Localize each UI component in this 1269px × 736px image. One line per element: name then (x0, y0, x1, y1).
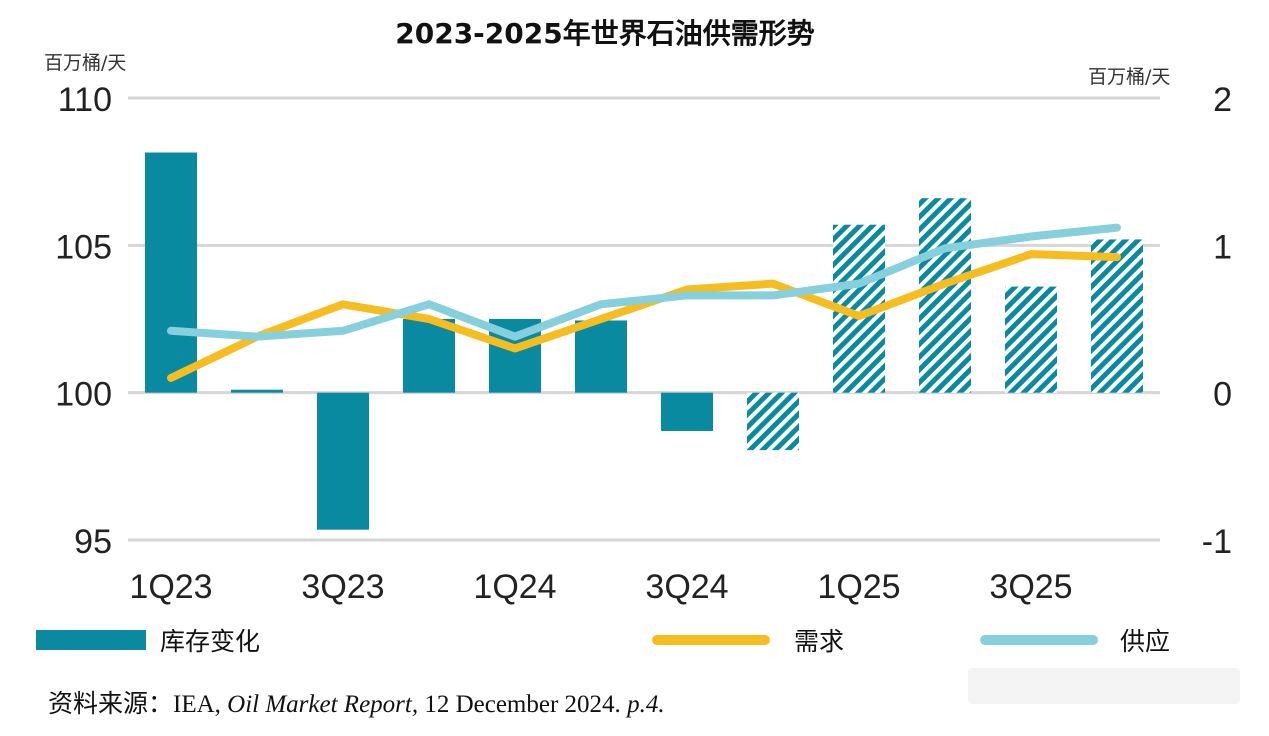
bar-inventory-4Q25 (1091, 239, 1143, 393)
point-supply-4Q24 (772, 294, 774, 297)
legend-item-supply: 供应 (980, 622, 1200, 658)
left-tick-label-110: 110 (58, 81, 112, 119)
point-supply-1Q25 (858, 282, 860, 285)
point-supply-3Q25 (1030, 235, 1032, 238)
legend-swatch-supply (980, 635, 1098, 645)
point-demand-1Q23 (170, 376, 172, 379)
point-demand-3Q24 (686, 288, 688, 291)
x-tick-label-1Q24: 1Q24 (473, 568, 556, 606)
x-tick-label-1Q25: 1Q25 (817, 568, 900, 606)
point-supply-4Q23 (428, 303, 430, 306)
point-demand-2Q25 (944, 282, 946, 285)
legend-label-supply: 供应 (1120, 627, 1171, 656)
point-demand-4Q23 (428, 318, 430, 320)
legend-label-demand: 需求 (794, 627, 845, 656)
point-demand-1Q24 (514, 347, 516, 350)
x-tick-label-3Q24: 3Q24 (645, 568, 728, 606)
source-prefix: 资料来源：IEA, (48, 691, 228, 718)
point-supply-2Q24 (600, 303, 602, 306)
legend-item-demand: 需求 (652, 622, 872, 658)
line-supply (167, 223, 1121, 341)
legend-swatch-demand (652, 635, 770, 645)
left-tick-label-105: 105 (55, 228, 112, 266)
right-axis-unit: 百万桶/天 (1088, 66, 1171, 88)
legend-label-inventory: 库存变化 (160, 627, 261, 656)
point-supply-3Q24 (686, 294, 688, 297)
right-tick-label--1: -1 (1202, 523, 1232, 561)
bar-inventory-2Q24 (575, 320, 627, 393)
point-demand-3Q23 (342, 303, 344, 306)
chart-title: 2023-2025年世界石油供需形势 (395, 17, 815, 50)
bar-inventory-3Q23 (317, 392, 369, 530)
right-tick-label-0: 0 (1213, 376, 1232, 414)
legend-item-inventory: 库存变化 (36, 622, 336, 658)
source-date: 12 December 2024. (418, 691, 628, 718)
bar-inventory-1Q23 (145, 152, 197, 393)
point-demand-2Q24 (600, 318, 602, 320)
x-tick-label-3Q25: 3Q25 (989, 568, 1072, 606)
point-demand-3Q25 (1030, 253, 1032, 256)
source-publication: Oil Market Report, (227, 691, 419, 718)
point-supply-1Q23 (170, 329, 172, 332)
x-tick-label-3Q23: 3Q23 (301, 568, 384, 606)
point-supply-1Q24 (514, 335, 516, 338)
source-page: p.4. (627, 691, 665, 718)
point-supply-3Q23 (342, 329, 344, 332)
bar-inventory-3Q24 (661, 392, 713, 431)
bar-inventory-2Q25 (919, 198, 971, 393)
left-axis-unit: 百万桶/天 (44, 52, 127, 74)
point-demand-1Q25 (858, 315, 860, 318)
right-tick-label-2: 2 (1213, 81, 1232, 119)
point-demand-4Q24 (772, 282, 774, 285)
left-tick-label-95: 95 (74, 523, 112, 561)
line-demand (167, 250, 1121, 382)
bar-inventory-4Q23 (403, 319, 455, 393)
point-supply-4Q25 (1116, 226, 1118, 229)
left-tick-label-100: 100 (55, 376, 112, 414)
legend-swatch-inventory (36, 630, 146, 650)
point-demand-4Q25 (1116, 256, 1118, 259)
point-supply-2Q25 (944, 247, 946, 250)
bar-inventory-4Q24 (747, 392, 799, 451)
point-supply-2Q23 (256, 335, 258, 338)
source-note: 资料来源：IEA, Oil Market Report, 12 December… (48, 684, 665, 720)
bar-inventory-2Q23 (231, 389, 283, 393)
watermark-placeholder (968, 668, 1240, 704)
x-tick-label-1Q23: 1Q23 (129, 568, 212, 606)
right-tick-label-1: 1 (1213, 228, 1232, 266)
bar-inventory-3Q25 (1005, 286, 1057, 393)
